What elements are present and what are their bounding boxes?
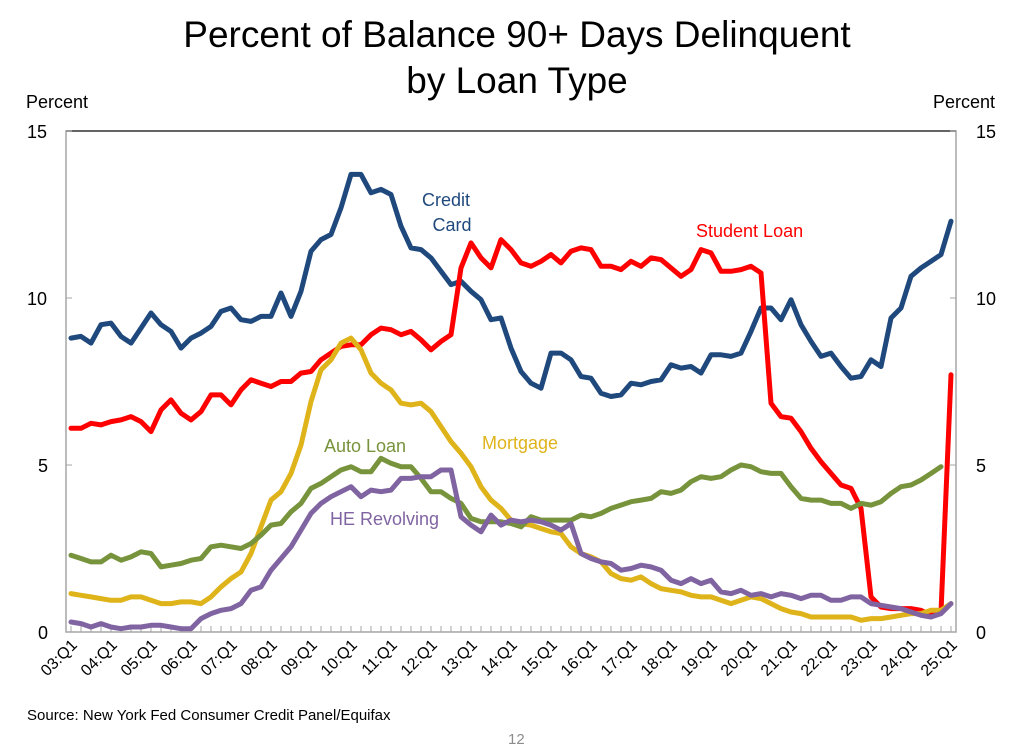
x-tick-label: 18:Q1 [638, 637, 681, 680]
x-tick-label: 06:Q1 [158, 637, 201, 680]
x-tick-label: 07:Q1 [198, 637, 241, 680]
series-lines [68, 171, 954, 632]
x-tick-label: 10:Q1 [318, 637, 361, 680]
series-label-credit-card: Card [432, 215, 471, 235]
x-tick-label: 05:Q1 [118, 637, 161, 680]
x-tick-label: 12:Q1 [398, 637, 441, 680]
x-tick-label: 23:Q1 [838, 637, 881, 680]
series-line-mortgage [68, 335, 954, 623]
x-tick-label: 25:Q1 [918, 637, 961, 680]
x-tick-label: 19:Q1 [678, 637, 721, 680]
source-note: Source: New York Fed Consumer Credit Pan… [27, 707, 391, 724]
series-line-he-revolving [68, 467, 954, 632]
y-tick-label-left: 0 [38, 623, 48, 643]
chart-title-line2: by Loan Type [406, 60, 628, 101]
left-axis-unit-label: Percent [26, 92, 89, 112]
x-tick-label: 21:Q1 [758, 637, 801, 680]
page-number: 12 [508, 731, 525, 748]
x-tick-label: 09:Q1 [278, 637, 321, 680]
series-line-student-loan [68, 237, 954, 618]
x-tick-label: 08:Q1 [238, 637, 281, 680]
series-label-student-loan: Student Loan [696, 221, 803, 241]
y-tick-label-left: 5 [38, 456, 48, 476]
x-tick-label: 20:Q1 [718, 637, 761, 680]
right-axis-unit-label: Percent [933, 92, 996, 112]
x-tick-label: 17:Q1 [598, 637, 641, 680]
series-label-he-revolving: HE Revolving [330, 509, 439, 529]
x-tick-label: 24:Q1 [878, 637, 921, 680]
series-label-auto-loan: Auto Loan [324, 436, 406, 456]
series-label-credit-card: Credit [422, 190, 470, 210]
series-labels: Credit Card Student Loan Mortgage Auto Loan H… [324, 190, 803, 529]
series-line-credit-card [68, 171, 954, 399]
chart-title: Percent of Balance 90+ Days Delinquent b… [0, 12, 1024, 104]
y-tick-label-right: 5 [976, 456, 986, 476]
x-tick-label: 14:Q1 [478, 637, 521, 680]
y-tick-label-right: 0 [976, 623, 986, 643]
x-tick-label: 13:Q1 [438, 637, 481, 680]
x-tick-label: 22:Q1 [798, 637, 841, 680]
y-tick-label-right: 10 [976, 289, 996, 309]
x-tick-label: 16:Q1 [558, 637, 601, 680]
x-tick-label: 11:Q1 [359, 637, 401, 679]
x-tick-label: 03:Q1 [38, 637, 81, 680]
x-axis: 03:Q104:Q105:Q106:Q107:Q108:Q109:Q110:Q1… [38, 626, 961, 680]
y-tick-label-left: 10 [27, 289, 47, 309]
right-y-axis: 0 5 10 15 [950, 122, 996, 643]
y-tick-label-left: 15 [27, 122, 47, 142]
x-tick-label: 04:Q1 [78, 637, 121, 680]
y-tick-label-right: 15 [976, 122, 996, 142]
x-tick-label: 15:Q1 [518, 637, 561, 680]
series-label-mortgage: Mortgage [482, 433, 558, 453]
chart-title-line1: Percent of Balance 90+ Days Delinquent [183, 14, 851, 55]
